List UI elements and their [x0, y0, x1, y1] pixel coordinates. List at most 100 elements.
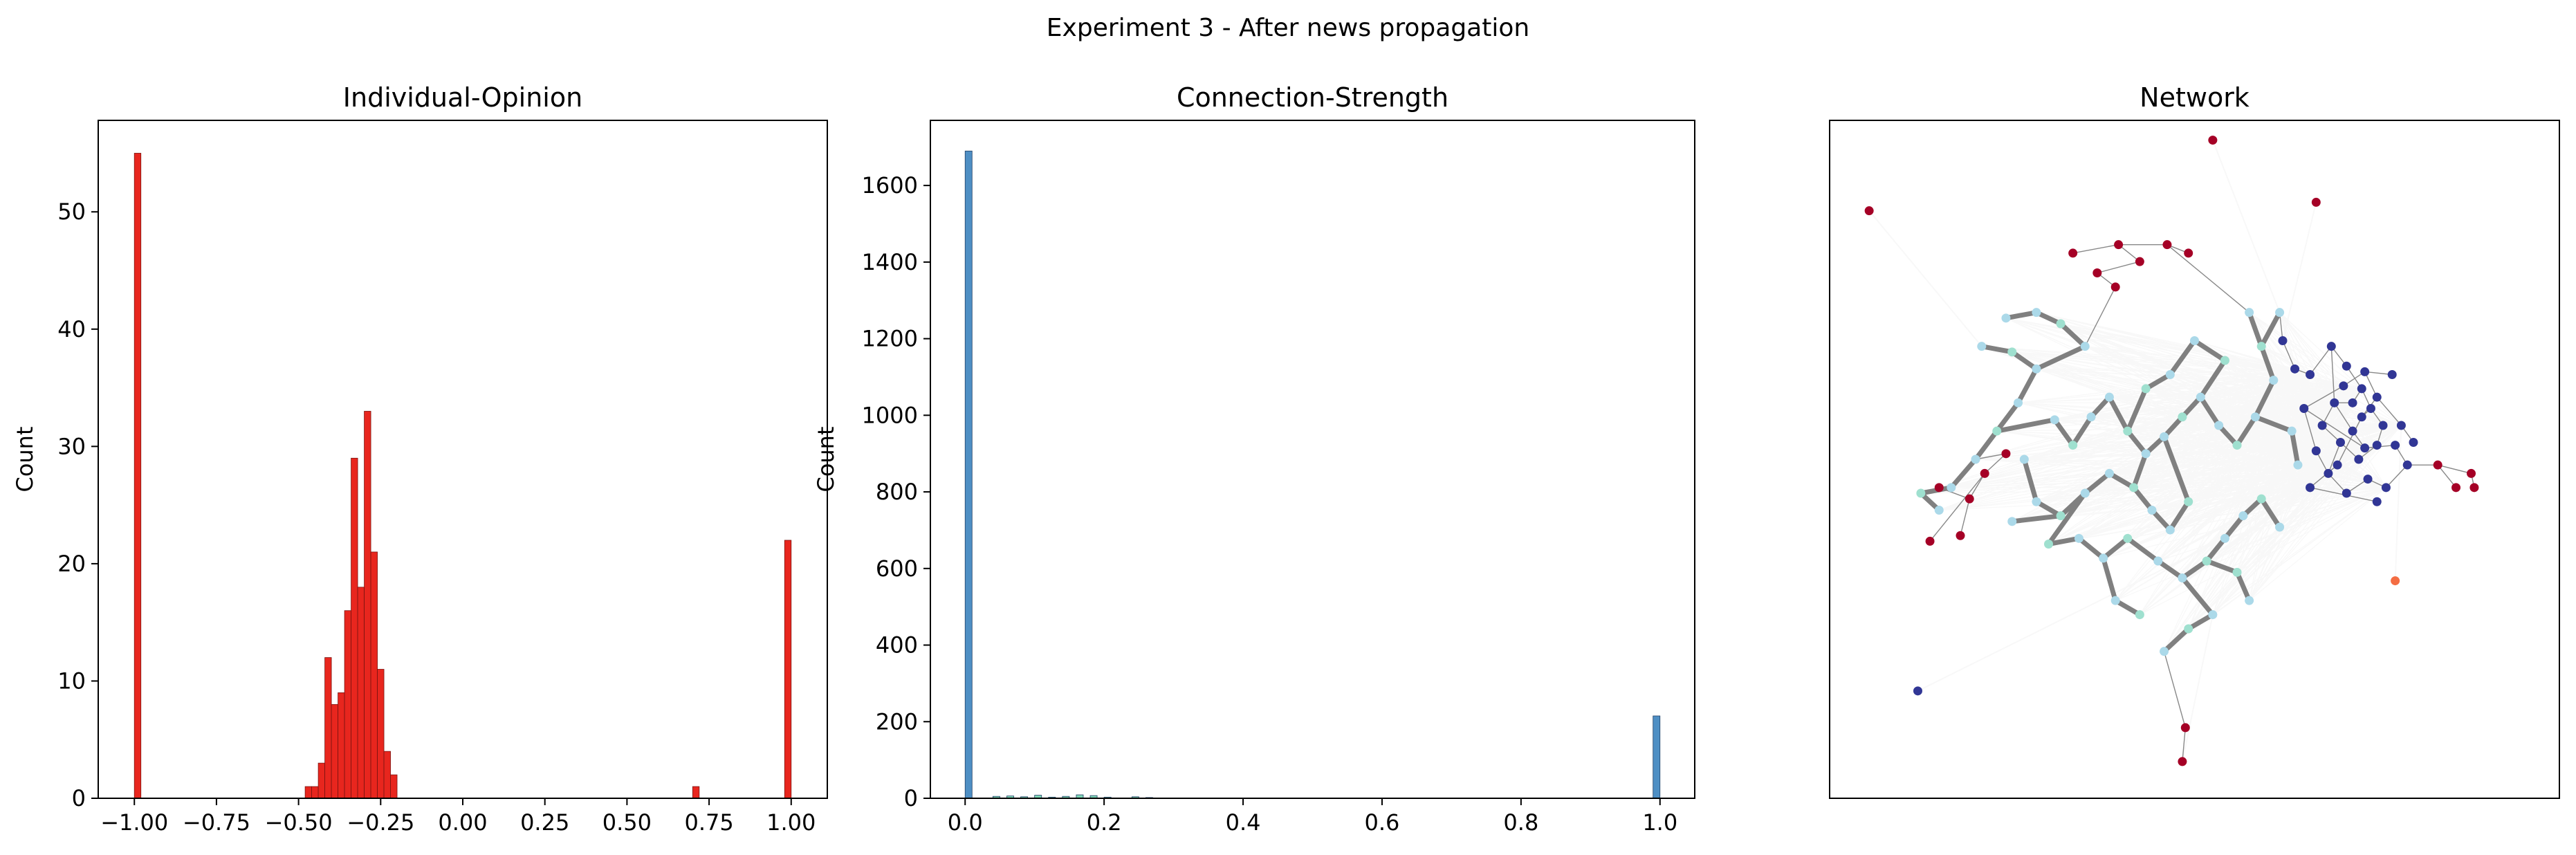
weak-edge: [2012, 351, 2365, 449]
weak-edge: [2146, 453, 2338, 466]
weak-edge: [2164, 402, 2353, 652]
network-node: [2180, 723, 2190, 733]
weak-edge: [2036, 312, 2353, 403]
weak-edge: [2109, 396, 2386, 488]
weak-edge: [2146, 453, 2328, 475]
weak-edge: [2060, 323, 2353, 403]
weak-edge: [2188, 464, 2338, 502]
network-node: [2348, 398, 2357, 407]
weak-edge: [2297, 464, 2386, 488]
strong-edge: [2222, 513, 2246, 541]
weak-edge: [2079, 464, 2338, 539]
network-node: [1913, 686, 1922, 696]
network-node: [2348, 426, 2357, 436]
weak-edge: [2249, 312, 2296, 369]
weak-edge: [2146, 385, 2344, 389]
weak-edge: [2169, 374, 2310, 531]
weak-edge: [1868, 210, 1982, 347]
weak-edge: [2188, 487, 2386, 502]
weak-edge: [2018, 374, 2310, 403]
weak-edge: [2211, 140, 2281, 313]
axes-frame: [1829, 120, 2560, 799]
weak-edge: [2060, 323, 2329, 474]
weak-edge: [2243, 464, 2338, 517]
weak-edge: [2054, 419, 2338, 466]
network-node: [2290, 364, 2300, 374]
thin-edge: [2437, 464, 2457, 488]
weak-edge: [2012, 351, 2362, 389]
weak-edge: [2084, 368, 2295, 494]
network-node: [2165, 370, 2175, 379]
weak-edge: [2194, 340, 2402, 426]
weak-edge: [2164, 425, 2402, 652]
weak-edge: [2255, 388, 2362, 418]
weak-edge: [2273, 380, 2386, 488]
network-node: [2068, 441, 2078, 450]
network-node: [2208, 610, 2218, 620]
weak-edge: [2206, 374, 2311, 562]
weak-edge: [2249, 312, 2386, 488]
thin-edge: [2279, 312, 2283, 341]
network-node: [2372, 441, 2382, 450]
weak-edge: [2291, 430, 2329, 474]
x-tick-label: 0.0: [948, 809, 983, 836]
weak-edge: [2127, 430, 2386, 488]
network-node: [2372, 392, 2382, 402]
weak-edge: [2158, 368, 2296, 562]
network-node: [2402, 460, 2412, 470]
weak-edge: [2297, 402, 2353, 466]
weak-edge: [2291, 402, 2353, 432]
panel-individual-opinion: −1.00 −0.75 −0.50 −0.25 0.00 0.25 0.50 0.75 1.00…: [12, 82, 828, 836]
network-node: [2110, 596, 2120, 605]
histogram-bar: [304, 786, 313, 799]
weak-edge: [2279, 312, 2296, 369]
network-node: [2306, 370, 2315, 379]
weak-edge: [2188, 425, 2402, 629]
weak-edge: [2005, 318, 2295, 369]
y-tick-label: 1400: [862, 249, 918, 275]
weak-edge: [2282, 202, 2317, 341]
weak-edge: [1939, 368, 2295, 511]
network-node: [2092, 268, 2102, 277]
weak-edge: [2005, 318, 2329, 474]
weak-edge: [2163, 369, 2296, 652]
weak-edge: [2249, 312, 2377, 445]
weak-edge: [2085, 346, 2402, 426]
weak-edge: [2292, 425, 2323, 432]
weak-edge: [1920, 425, 2402, 494]
strong-edge: [2125, 428, 2149, 457]
weak-edge: [2091, 416, 2402, 426]
weak-edge: [2200, 396, 2353, 403]
weak-edge: [2140, 464, 2338, 616]
weak-edge: [2194, 340, 2386, 488]
network-node: [2129, 483, 2139, 493]
strong-edge: [2167, 338, 2197, 377]
panel-connection-strength: 0.0 0.2 0.4 0.6 0.8 1.0 0 200 400 600 800 1000 1200 1…: [813, 82, 1695, 836]
weak-edge: [2145, 385, 2344, 454]
strong-edge: [2016, 366, 2039, 405]
weak-edge: [2072, 385, 2344, 446]
weak-edge: [2236, 445, 2386, 488]
weak-edge: [2060, 388, 2362, 517]
weak-edge: [2109, 472, 2386, 488]
weak-edge: [2048, 487, 2386, 545]
weak-edge: [2109, 396, 2377, 446]
weak-edge: [2146, 388, 2323, 426]
weak-edge: [2273, 374, 2310, 381]
histogram-bar: [324, 657, 332, 799]
weak-edge: [2170, 374, 2386, 488]
weak-edge: [2012, 402, 2353, 522]
network-node: [2360, 367, 2370, 376]
weak-edge: [2109, 396, 2365, 449]
weak-edge: [2255, 416, 2386, 488]
weak-edge: [2292, 430, 2377, 446]
weak-edge: [2236, 487, 2386, 573]
weak-edge: [2188, 448, 2365, 502]
weak-edge: [2115, 374, 2310, 601]
weak-edge: [2079, 388, 2362, 539]
weak-edge: [2188, 445, 2377, 502]
weak-edge: [2279, 473, 2329, 528]
weak-edge: [2036, 312, 2338, 466]
weak-edge: [2103, 448, 2365, 559]
strong-edge: [2204, 535, 2227, 564]
